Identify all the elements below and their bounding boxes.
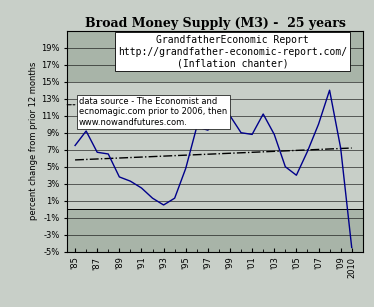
Text: data source - The Economist and
ecnomagic.com prior to 2006, then
www.nowandfutu: data source - The Economist and ecnomagi… [79,97,227,127]
Bar [67,31,363,82]
Y-axis label: percent change from prior 12 months: percent change from prior 12 months [29,62,38,220]
Text: GrandfatherEconomic Report
http://grandfather-economic-report.com/
(Inflation ch: GrandfatherEconomic Report http://grandf… [118,35,347,68]
Title: Broad Money Supply (M3) -  25 years: Broad Money Supply (M3) - 25 years [85,17,346,29]
Bar [67,209,363,252]
